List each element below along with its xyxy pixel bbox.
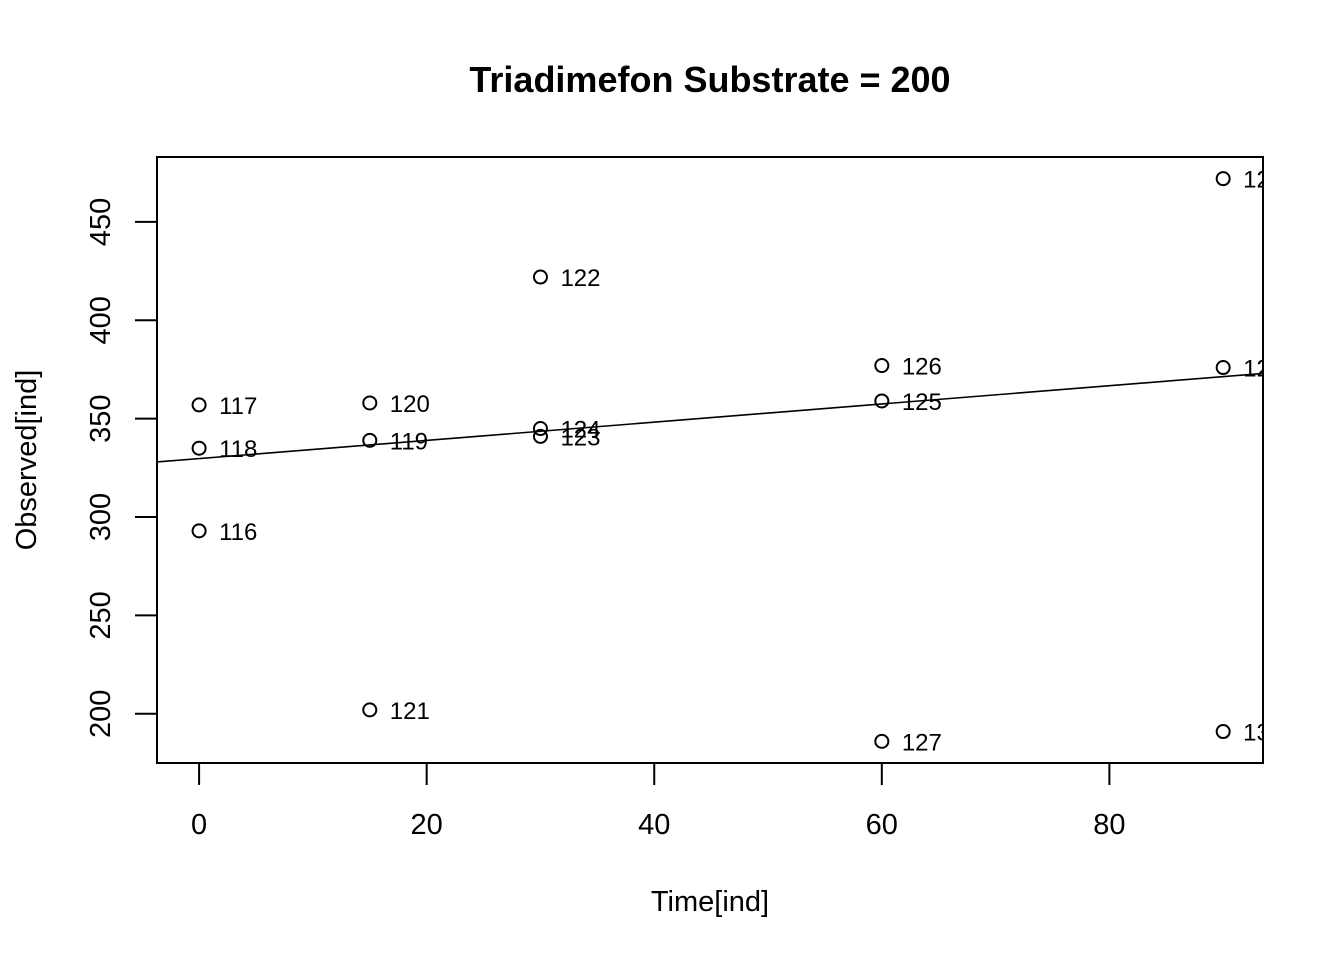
- data-point: [874, 733, 890, 749]
- data-point: [1215, 360, 1231, 376]
- x-axis: 0 20 40 60 80: [191, 762, 1126, 841]
- point-label: 127: [902, 729, 942, 756]
- x-tick-label: 20: [411, 809, 443, 841]
- chart-title: Triadimefon Substrate = 200: [469, 59, 950, 100]
- point-label: 123: [560, 424, 600, 451]
- point-label: 124: [560, 417, 600, 444]
- regression-line: [157, 372, 1263, 463]
- point-label: 116: [219, 519, 257, 546]
- point-label: 120: [390, 391, 430, 418]
- point-label: 126: [902, 354, 942, 381]
- data-point: [874, 393, 890, 409]
- data-point: [532, 269, 548, 285]
- y-tick-label: 250: [85, 591, 117, 639]
- data-point: [874, 358, 890, 374]
- data-point: [362, 395, 378, 411]
- data-point: [532, 421, 548, 437]
- point-label: 118: [219, 436, 257, 463]
- point-label: 121: [390, 698, 430, 725]
- y-tick-label: 300: [85, 493, 117, 541]
- y-axis: 200 250 300 350 400 450: [85, 198, 158, 738]
- data-point: [1215, 171, 1231, 187]
- data-point: [362, 702, 378, 718]
- point-label: 12: [1243, 356, 1270, 383]
- y-tick-label: 350: [85, 394, 117, 442]
- data-point: [191, 523, 207, 539]
- data-point: [1215, 724, 1231, 740]
- data-point: [362, 432, 378, 448]
- x-tick-label: 60: [866, 809, 898, 841]
- point-label: 12: [1243, 167, 1270, 194]
- y-axis-label: Observed[ind]: [11, 370, 43, 551]
- x-tick-label: 40: [638, 809, 670, 841]
- point-label: 117: [219, 393, 257, 420]
- x-tick-label: 0: [191, 809, 207, 841]
- data-point: [191, 397, 207, 413]
- y-tick-label: 200: [85, 690, 117, 738]
- y-tick-label: 400: [85, 296, 117, 344]
- data-point: [191, 440, 207, 456]
- data-point: [532, 428, 548, 444]
- y-tick-label: 450: [85, 198, 117, 246]
- point-label: 13: [1243, 720, 1270, 747]
- point-label: 119: [390, 428, 428, 455]
- point-label: 125: [902, 389, 942, 416]
- point-label: 122: [560, 265, 600, 292]
- plot-frame: [156, 156, 1264, 764]
- x-tick-label: 80: [1093, 809, 1125, 841]
- x-axis-label: Time[ind]: [651, 886, 769, 918]
